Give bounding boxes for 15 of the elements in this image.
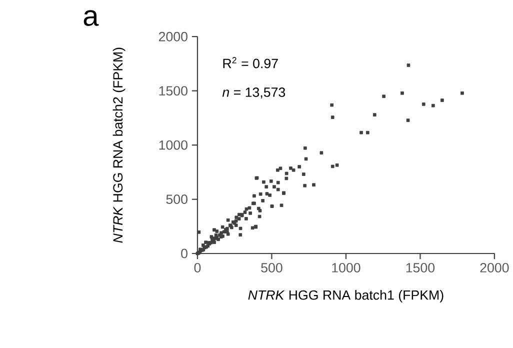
annotation: R$^{2}$ = 0.97 xyxy=(223,57,278,68)
x-tick-label: 1500 xyxy=(406,263,435,273)
annotation: n = 13,573 xyxy=(222,88,286,99)
y-tick-label: 500 xyxy=(166,194,188,204)
x-tick-label: 2000 xyxy=(480,263,509,273)
x-axis-title: NTRK HGG RNA batch1 (FPKM) xyxy=(248,290,444,302)
x-tick-label: 1000 xyxy=(332,263,360,273)
y-tick-label: 1500 xyxy=(159,86,188,96)
x-tick-label: 500 xyxy=(261,263,282,273)
y-tick-label: 0 xyxy=(181,248,188,258)
y-axis-title: NTRK HGG RNA batch2 (FPKM) xyxy=(112,48,126,243)
x-tick-label: 0 xyxy=(194,263,201,273)
chart-title: a xyxy=(84,10,99,26)
y-tick-label: 1000 xyxy=(159,140,188,150)
y-tick-label: 2000 xyxy=(158,32,188,42)
